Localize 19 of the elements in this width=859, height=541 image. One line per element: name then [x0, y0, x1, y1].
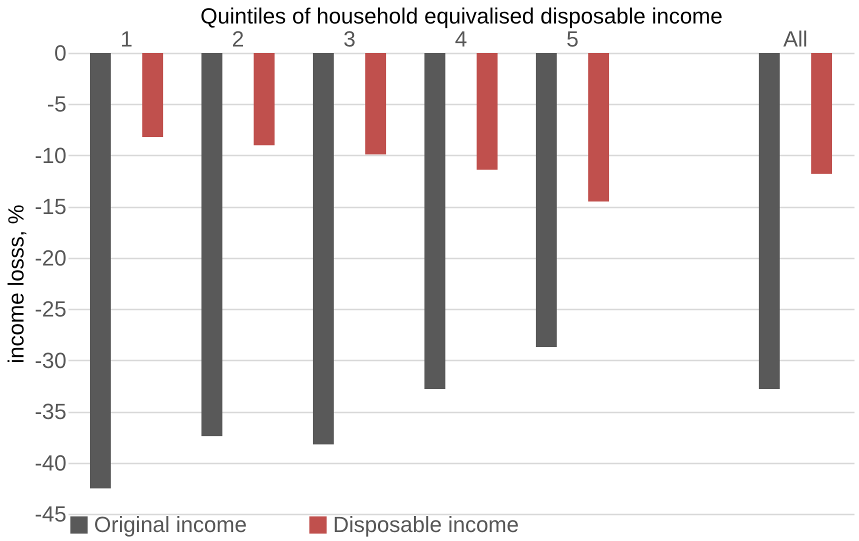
y-tick-label: -15	[34, 194, 66, 220]
x-tick-label: 1	[120, 26, 133, 52]
x-tick-label: All	[783, 26, 808, 52]
y-tick-label: -45	[34, 502, 66, 526]
y-tick-label: -5	[46, 92, 66, 117]
y-tick-label: -40	[34, 450, 66, 476]
y-tick-label: -10	[34, 142, 66, 168]
y-tick-label: 0	[54, 40, 66, 66]
y-axis-title: income losss, %	[4, 204, 29, 364]
x-tick-label: 2	[232, 26, 244, 52]
x-axis-title: Quintiles of household equivalised disposable income	[200, 4, 723, 28]
y-tick-label: -20	[34, 245, 66, 270]
y-tick-label: -30	[34, 348, 66, 373]
y-tick-label: -25	[34, 296, 66, 322]
x-tick-label: 3	[343, 26, 356, 52]
x-tick-label: 4	[454, 26, 468, 52]
y-tick-label: -35	[34, 399, 66, 424]
legend-label: Original income	[94, 512, 247, 537]
legend-label: Disposable income	[333, 512, 519, 537]
